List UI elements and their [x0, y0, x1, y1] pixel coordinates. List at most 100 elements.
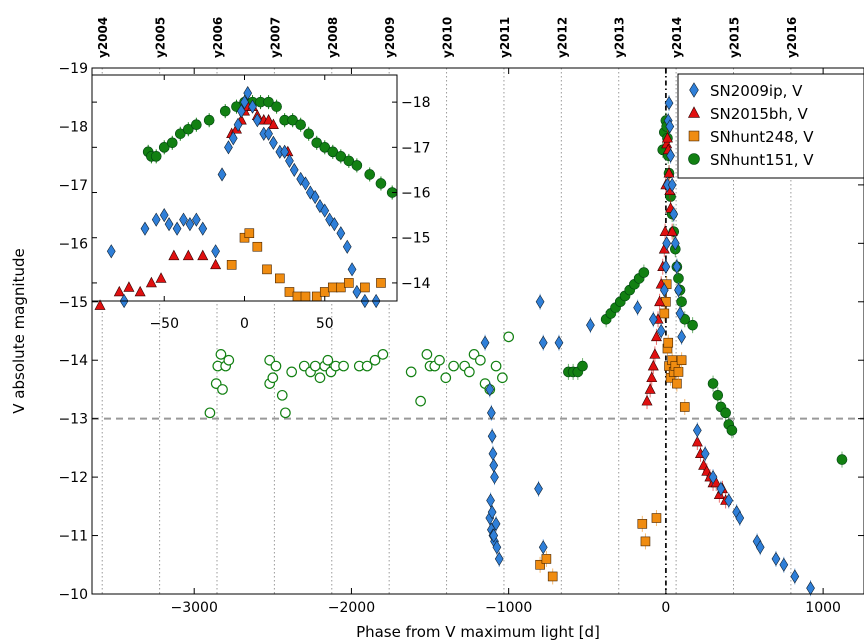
inset-data-point: [236, 104, 246, 119]
data-point: [377, 349, 389, 360]
data-point: [641, 394, 653, 406]
series-snhunt248: [535, 276, 690, 585]
inset-data-point: [94, 299, 106, 310]
year-label: y2009: [383, 17, 397, 58]
inset-data-point: [150, 151, 162, 162]
inset-x-tick-label: 50: [316, 316, 334, 332]
inset-data-point: [327, 282, 338, 293]
inset-y-tick-label: −15: [401, 231, 431, 247]
data-point: [755, 540, 765, 555]
inset-data-point: [292, 291, 303, 302]
inset-data-point: [351, 160, 363, 171]
data-point: [538, 335, 548, 350]
y-tick-label: −17: [58, 178, 88, 194]
inset-data-point: [113, 285, 125, 297]
data-point: [659, 308, 670, 319]
data-point: [490, 360, 502, 372]
data-point: [651, 513, 662, 523]
inset-series-snhunt151: [142, 95, 398, 200]
inset-data-point: [140, 221, 150, 236]
data-point: [503, 331, 515, 343]
data-point: [656, 323, 666, 339]
data-point: [672, 378, 682, 389]
legend-label: SNhunt248, V: [710, 128, 814, 146]
inset-data-point: [210, 258, 222, 270]
data-point: [322, 354, 334, 366]
inset-data-point: [319, 287, 330, 297]
data-point: [361, 360, 373, 372]
inset-data-point: [262, 264, 272, 275]
inset-data-point: [168, 249, 180, 261]
data-point: [720, 407, 731, 419]
data-point: [464, 366, 475, 378]
inset-data-point: [284, 287, 295, 297]
year-label: y2013: [613, 17, 627, 58]
y-tick-label: −12: [58, 470, 88, 486]
data-point: [489, 528, 499, 543]
data-point: [405, 366, 417, 378]
data-point: [712, 389, 724, 401]
inset-data-point: [123, 281, 135, 292]
inset-x-tick-label: −50: [149, 316, 179, 332]
inset-data-point: [344, 278, 354, 288]
data-point: [644, 383, 656, 394]
data-point: [534, 481, 543, 496]
data-point: [586, 318, 595, 333]
data-point: [836, 454, 848, 465]
inset-data-point: [275, 273, 285, 284]
legend-marker: [688, 106, 700, 118]
y-tick-label: −19: [58, 61, 88, 77]
data-point: [659, 283, 669, 298]
inset-data-point: [197, 249, 209, 261]
data-point: [716, 481, 726, 496]
inset-data-point: [320, 203, 330, 218]
inset-data-point: [347, 262, 357, 277]
legend-marker: [688, 153, 700, 165]
series-sn2009ip: [480, 95, 815, 597]
year-label: y2007: [268, 17, 282, 58]
data-point: [661, 131, 673, 143]
inset-data-point: [145, 276, 157, 288]
x-tick-label: −1000: [485, 600, 532, 616]
inset-data-point: [248, 99, 257, 114]
data-point: [535, 294, 545, 309]
inset-data-point: [289, 162, 299, 177]
inset-panel: −50 0 50 −14 −15 −16 −17 −18: [91, 74, 431, 332]
data-point: [646, 371, 658, 383]
inset-data-point: [155, 272, 167, 283]
year-label: y2011: [498, 17, 512, 58]
data-point: [670, 236, 680, 251]
inset-data-point: [203, 114, 215, 126]
data-point: [637, 519, 648, 529]
data-point: [309, 360, 321, 372]
data-point: [654, 295, 666, 307]
x-tick-label: −2000: [328, 600, 375, 616]
x-axis-label: Phase from V maximum light [d]: [356, 623, 600, 641]
legend-marker: [688, 130, 700, 142]
data-point: [640, 536, 651, 547]
inset-data-point: [264, 126, 273, 141]
inset-data-point: [164, 217, 174, 232]
year-label: y2010: [441, 17, 455, 58]
data-point: [649, 348, 661, 359]
inset-data-point: [172, 221, 182, 236]
inset-data-point: [271, 101, 282, 112]
year-label: y2005: [154, 17, 168, 58]
data-point: [676, 296, 687, 308]
inset-data-point: [335, 151, 347, 162]
data-point: [672, 259, 682, 274]
inset-data-point: [224, 140, 233, 155]
data-point: [480, 335, 490, 350]
inset-data-point: [191, 119, 202, 131]
main-data-points: [204, 95, 848, 597]
year-label: y2004: [96, 17, 110, 58]
data-point: [724, 493, 734, 508]
inset-series-snhunt248: [226, 228, 386, 302]
data-point: [676, 355, 687, 366]
data-point: [663, 337, 674, 348]
data-point: [434, 354, 445, 366]
inset-data-point: [151, 212, 161, 227]
inset-data-point: [360, 282, 370, 293]
legend-label: SN2015bh, V: [710, 105, 808, 123]
